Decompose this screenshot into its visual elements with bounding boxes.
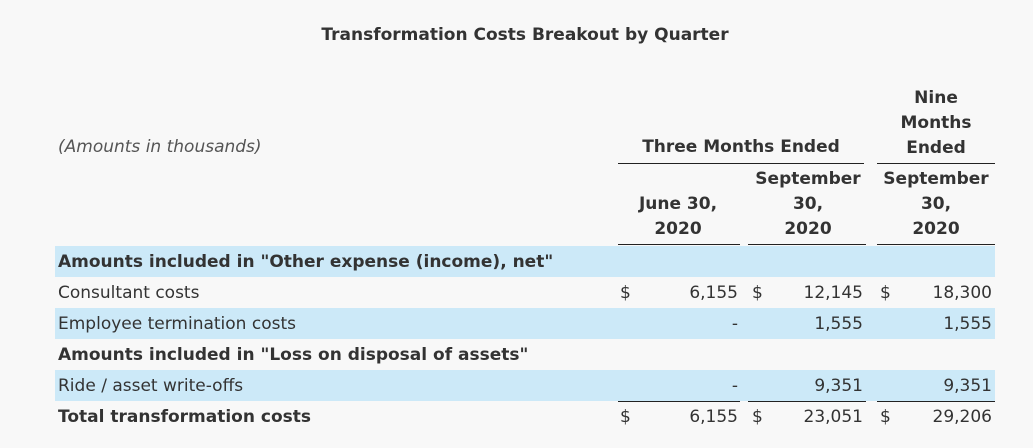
value-cell: 18,300 bbox=[932, 283, 992, 303]
column-header-line: 2020 bbox=[784, 219, 832, 239]
currency-symbol: $ bbox=[620, 407, 631, 427]
column-header-line: June 30, bbox=[638, 194, 718, 214]
three-months-header-rule bbox=[618, 163, 864, 164]
section-heading-other-expense: Amounts included in "Other expense (inco… bbox=[58, 252, 554, 272]
row-label-consultant-costs: Consultant costs bbox=[58, 283, 200, 303]
currency-symbol: $ bbox=[880, 407, 891, 427]
column-header-line: September bbox=[883, 169, 989, 189]
row-shading bbox=[55, 308, 995, 339]
row-shading bbox=[55, 246, 995, 277]
amounts-note: (Amounts in thousands) bbox=[58, 137, 262, 157]
value-cell: 1,555 bbox=[943, 314, 992, 334]
nine-months-header-line-3: Ended bbox=[906, 138, 966, 158]
total-rule bbox=[877, 401, 995, 402]
nine-months-header-rule bbox=[877, 163, 995, 164]
currency-symbol: $ bbox=[752, 283, 763, 303]
column-header-line: 2020 bbox=[912, 219, 960, 239]
column-header-line: 30, bbox=[920, 194, 952, 214]
report-title: Transformation Costs Breakout by Quarter bbox=[321, 25, 729, 45]
total-rule bbox=[618, 401, 740, 402]
currency-symbol: $ bbox=[620, 283, 631, 303]
column-header-rule bbox=[877, 244, 995, 245]
row-label-employee-termination-costs: Employee termination costs bbox=[58, 314, 296, 334]
value-cell: 6,155 bbox=[689, 283, 738, 303]
total-rule bbox=[748, 401, 866, 402]
nine-months-header: Nine Months Ended bbox=[877, 86, 995, 161]
value-cell: - bbox=[731, 376, 738, 396]
nine-months-header-line-2: Months bbox=[900, 113, 972, 133]
column-header-june-2020: June 30, 2020 bbox=[618, 192, 738, 242]
value-cell: 1,555 bbox=[814, 314, 863, 334]
column-header-line: 2020 bbox=[654, 219, 702, 239]
three-months-header: Three Months Ended bbox=[642, 137, 840, 157]
column-header-rule bbox=[618, 244, 740, 245]
column-header-september-2020-three-months: September 30, 2020 bbox=[748, 167, 868, 242]
section-heading-loss-on-disposal: Amounts included in "Loss on disposal of… bbox=[58, 345, 529, 365]
value-cell: - bbox=[731, 314, 738, 334]
column-header-line: 30, bbox=[792, 194, 824, 214]
value-cell: 12,145 bbox=[803, 283, 863, 303]
total-value-cell: 23,051 bbox=[803, 407, 863, 427]
row-shading bbox=[55, 370, 995, 401]
total-value-cell: 29,206 bbox=[932, 407, 992, 427]
value-cell: 9,351 bbox=[943, 376, 992, 396]
currency-symbol: $ bbox=[752, 407, 763, 427]
nine-months-header-line-1: Nine bbox=[914, 88, 958, 108]
currency-symbol: $ bbox=[880, 283, 891, 303]
row-label-total-transformation-costs: Total transformation costs bbox=[58, 407, 311, 427]
value-cell: 9,351 bbox=[814, 376, 863, 396]
total-value-cell: 6,155 bbox=[689, 407, 738, 427]
row-label-ride-asset-write-offs: Ride / asset write-offs bbox=[58, 376, 244, 396]
column-header-september-2020-nine-months: September 30, 2020 bbox=[877, 167, 995, 242]
column-header-line: September bbox=[755, 169, 861, 189]
column-header-rule bbox=[748, 244, 866, 245]
